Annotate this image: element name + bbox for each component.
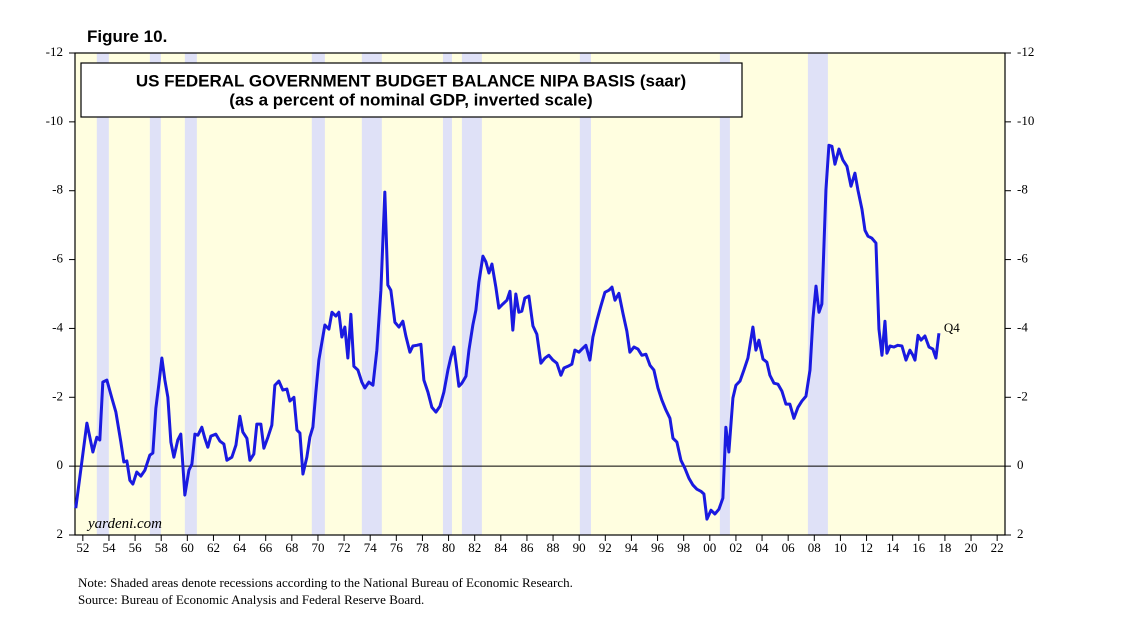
x-tick-label: 70 [311,540,324,555]
y-tick-label: 2 [57,526,64,541]
x-tick-label: 80 [442,540,455,555]
y2-tick-label: -6 [1017,251,1028,266]
x-tick-label: 98 [677,540,690,555]
chart-subtitle: (as a percent of nominal GDP, inverted s… [229,90,592,109]
x-tick-label: 96 [651,540,665,555]
x-tick-label: 94 [625,540,639,555]
x-tick-label: 16 [912,540,926,555]
figure-label: Figure 10. [87,27,167,46]
x-tick-label: 72 [338,540,351,555]
x-tick-label: 54 [102,540,116,555]
x-tick-label: 14 [886,540,900,555]
y2-tick-label: -10 [1017,113,1034,128]
x-tick-label: 60 [181,540,194,555]
x-tick-label: 22 [991,540,1004,555]
watermark: yardeni.com [86,516,162,532]
y2-tick-label: -8 [1017,182,1028,197]
y-tick-label: -4 [52,319,63,334]
recession-band [96,53,109,535]
x-tick-label: 90 [573,540,586,555]
y-tick-label: -10 [46,113,63,128]
x-tick-label: 58 [155,540,168,555]
x-tick-label: 88 [547,540,560,555]
annotation: Q4 [944,320,960,335]
x-tick-label: 76 [390,540,404,555]
x-tick-label: 92 [599,540,612,555]
x-tick-label: 82 [468,540,481,555]
y-tick-label: -8 [52,182,63,197]
x-tick-label: 74 [364,540,378,555]
plot-area [75,53,1005,535]
x-tick-label: 12 [860,540,873,555]
x-tick-label: 84 [494,540,508,555]
x-tick-label: 10 [834,540,847,555]
y2-tick-label: 2 [1017,526,1024,541]
x-tick-label: 04 [756,540,770,555]
x-tick-label: 62 [207,540,220,555]
y2-tick-label: -4 [1017,319,1028,334]
title-box [80,62,743,118]
y-tick-label: 0 [57,457,64,472]
y2-tick-label: -2 [1017,388,1028,403]
x-tick-label: 68 [285,540,298,555]
recession-band [579,53,591,535]
data-line [74,143,941,521]
note: Note: Shaded areas denote recessions acc… [78,575,573,590]
recession-band [184,53,197,535]
x-tick-label: 66 [259,540,273,555]
x-tick-label: 78 [416,540,429,555]
y2-tick-label: -12 [1017,44,1034,59]
x-tick-label: 20 [965,540,978,555]
recession-band [442,53,452,535]
x-tick-label: 02 [729,540,742,555]
x-tick-label: 56 [129,540,143,555]
recession-band [361,53,382,535]
y2-tick-label: 0 [1017,457,1024,472]
x-tick-label: 00 [703,540,716,555]
y-tick-label: -2 [52,388,63,403]
chart-title: US FEDERAL GOVERNMENT BUDGET BALANCE NIP… [136,71,686,90]
x-tick-label: 52 [76,540,89,555]
x-tick-label: 18 [938,540,951,555]
y-tick-label: -6 [52,251,63,266]
source: Source: Bureau of Economic Analysis and … [78,592,424,607]
recession-band [719,53,730,535]
x-tick-label: 06 [782,540,796,555]
plot-frame [74,52,1006,536]
recession-band [311,53,325,535]
x-tick-label: 08 [808,540,821,555]
x-tick-label: 64 [233,540,247,555]
recession-band [149,53,161,535]
x-tick-label: 86 [520,540,534,555]
y-tick-label: -12 [46,44,63,59]
plot-background [75,53,1005,535]
recession-band [461,53,482,535]
